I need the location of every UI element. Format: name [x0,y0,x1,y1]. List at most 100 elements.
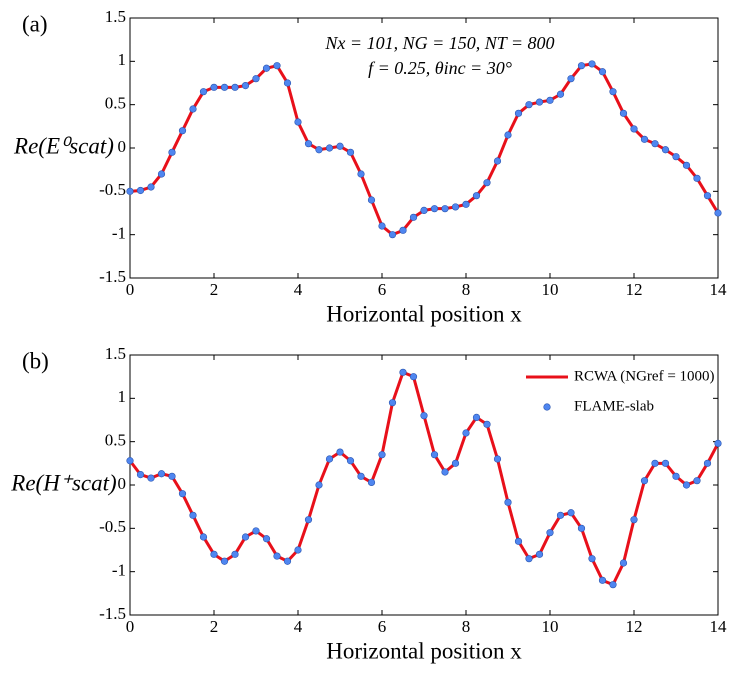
data-point [199,533,208,541]
x-tick-label: 12 [626,617,643,636]
y-tick-label: 0.5 [105,94,126,113]
data-point [399,368,407,376]
data-point [147,183,155,191]
x-tick-label: 8 [462,280,471,299]
data-point [588,60,596,68]
data-point [504,498,512,506]
data-point [294,546,302,554]
data-point [714,439,722,448]
data-point [598,68,607,76]
data-point [409,213,418,221]
data-point [157,170,166,178]
x-tick-label: 4 [294,617,303,636]
data-point [189,105,197,113]
data-point [378,222,386,230]
data-point [493,455,502,463]
x-axis-label: Horizontal position x [326,301,522,326]
data-point [619,559,628,567]
data-point [262,535,271,543]
data-point [231,83,239,91]
data-point [178,490,187,498]
data-point [273,62,281,70]
data-point [168,148,176,156]
annotation: f = 0.25, θinc = 30° [368,58,512,78]
data-point [336,448,344,456]
data-point [367,196,376,204]
data-point [546,96,554,104]
data-point [588,555,596,563]
data-point [178,127,187,135]
data-point [430,205,439,213]
x-tick-label: 2 [210,617,219,636]
data-point [535,550,544,558]
data-point [672,153,680,161]
data-point [714,209,722,217]
x-tick-label: 10 [542,280,559,299]
data-point [483,179,491,187]
data-point [451,203,460,211]
data-point [661,459,670,467]
data-point [210,83,218,91]
data-point [283,557,292,565]
data-point [630,125,638,133]
y-tick-label: -1 [112,224,126,243]
y-tick-label: 1.5 [105,7,126,26]
data-point [493,157,502,165]
data-point [262,64,271,72]
data-point [367,478,376,487]
data-point [640,477,649,485]
data-point [430,451,439,459]
data-point [546,529,554,537]
data-point [651,459,659,467]
data-point [661,146,670,154]
data-point [462,200,470,208]
data-point [241,81,250,90]
data-point [231,550,239,558]
data-point [336,142,344,150]
y-tick-label: -0.5 [99,180,126,199]
y-tick-label: -0.5 [99,517,126,536]
data-point [388,231,397,239]
data-point [325,455,334,463]
data-point [672,472,680,480]
data-point [682,161,691,169]
legend-label: RCWA (NGref = 1000) [574,368,715,384]
data-point [294,118,302,126]
y-tick-label: 1 [118,50,127,69]
data-point [703,459,712,467]
plot-frame [129,354,719,616]
x-tick-label: 14 [710,617,728,636]
data-point [630,516,638,524]
data-point [220,557,229,565]
data-point [357,472,365,480]
data-point [567,509,575,517]
data-point [535,98,544,106]
plot-frame [129,17,719,279]
data-point [346,148,355,156]
y-tick-label: -1.5 [99,604,126,623]
data-point [693,174,701,182]
y-tick-label: 1 [118,387,127,406]
data-point [651,140,659,148]
x-tick-label: 12 [626,280,643,299]
data-point [399,226,407,234]
data-point [420,412,428,420]
x-axis-label: Horizontal position x [326,638,522,663]
data-point [609,88,617,96]
x-tick-label: 6 [378,617,387,636]
data-point [420,206,428,214]
data-point [451,459,460,467]
data-point [619,109,628,117]
y-tick-label: 0.5 [105,431,126,450]
legend-label: FLAME-slab [574,398,654,414]
y-tick-label: 1.5 [105,344,126,363]
data-point [388,399,397,407]
data-point [462,429,470,437]
x-tick-label: 0 [126,280,135,299]
data-point [157,470,166,478]
data-point [609,581,617,589]
data-point [598,576,607,584]
x-tick-label: 10 [542,617,559,636]
